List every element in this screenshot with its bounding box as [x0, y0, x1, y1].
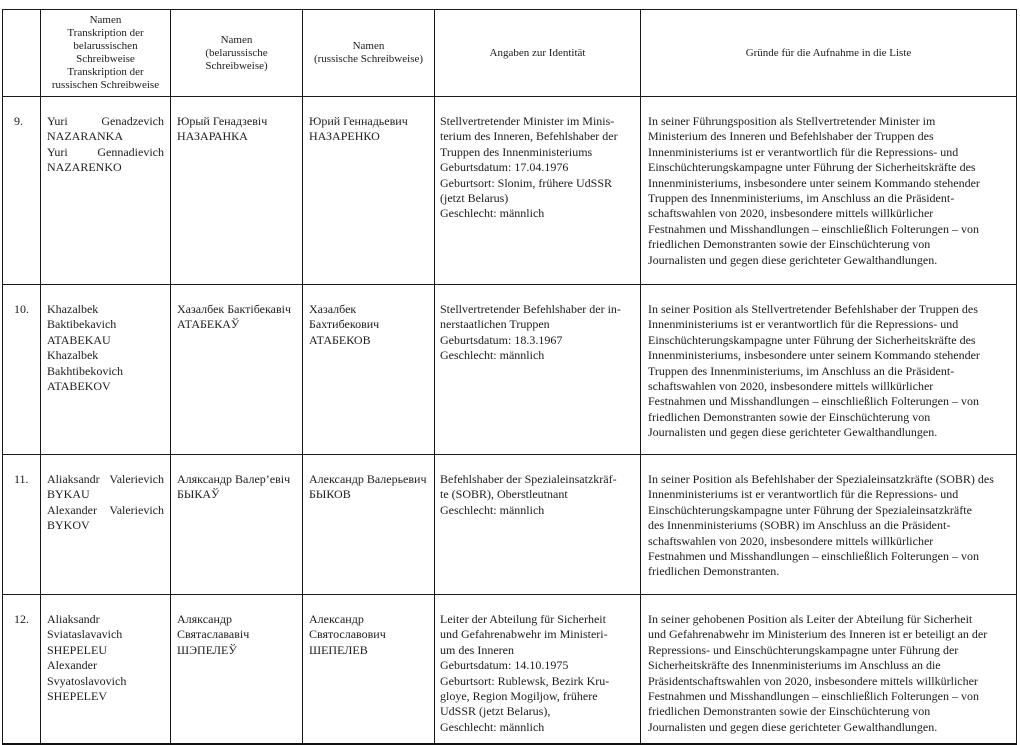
header-name-russian: Namen (russische Schreibweise)	[302, 9, 435, 97]
name-russian: Александр Святославович ШЕПЕЛЕВ	[302, 594, 435, 745]
listing-reasons: In seiner Führungsposition als Stellvert…	[640, 96, 1017, 285]
name-transliteration: Aliaksandr Valerievich BYKAU Alexander V…	[40, 454, 171, 595]
name-belarusian: Хазалбек Бактібекавіч АТАБЕКАЎ	[170, 284, 303, 455]
sanctions-list-table: Namen Transkription der belarussischen S…	[2, 9, 1017, 745]
table-row: 12. Aliaksandr Sviataslavavich SHEPELEU …	[2, 594, 1017, 745]
header-number	[2, 9, 41, 97]
name-transliteration: Khazalbek Baktibekavich ATABEKAU Khazalb…	[40, 284, 171, 455]
table-row: 11. Aliaksandr Valerievich BYKAU Alexand…	[2, 454, 1017, 595]
name-russian: Александр Валерьевич БЫКОВ	[302, 454, 435, 595]
name-transliteration: Yuri Genadzevich NAZARANKA Yuri Gennadie…	[40, 96, 171, 285]
header-name-belarusian: Namen (belarussische Schreibweise)	[170, 9, 303, 97]
table-row: 9. Yuri Genadzevich NAZARANKA Yuri Genna…	[2, 96, 1017, 285]
header-listing-reasons: Gründe für die Aufnahme in die Liste	[640, 9, 1017, 97]
listing-reasons: In seiner Position als Befehlshaber der …	[640, 454, 1017, 595]
entry-number: 9.	[2, 96, 41, 285]
header-name-transliteration: Namen Transkription der belarussischen S…	[40, 9, 171, 97]
name-belarusian: Аляксандр Валер’евіч БЫКАЎ	[170, 454, 303, 595]
name-belarusian: Аляксандр Святаслававіч ШЭПЕЛЕЎ	[170, 594, 303, 745]
table-row: 10. Khazalbek Baktibekavich ATABEKAU Kha…	[2, 284, 1017, 455]
name-russian: Юрий Геннадьевич НАЗАРЕНКО	[302, 96, 435, 285]
identity-info: Stellvertretender Minister im Minis- ter…	[434, 96, 641, 285]
table-header-row: Namen Transkription der belarussischen S…	[2, 9, 1017, 97]
name-russian: Хазалбек Бахтибекович АТАБЕКОВ	[302, 284, 435, 455]
name-transliteration: Aliaksandr Sviataslavavich SHEPELEU Alex…	[40, 594, 171, 745]
header-identity-info: Angaben zur Identität	[434, 9, 641, 97]
entry-number: 12.	[2, 594, 41, 745]
entry-number: 11.	[2, 454, 41, 595]
identity-info: Stellvertretender Befehlshaber der in- n…	[434, 284, 641, 455]
name-belarusian: Юрый Генадзевіч НАЗАРАНКА	[170, 96, 303, 285]
identity-info: Befehlshaber der Spezialeinsatzkräf- te …	[434, 454, 641, 595]
listing-reasons: In seiner gehobenen Position als Leiter …	[640, 594, 1017, 745]
entry-number: 10.	[2, 284, 41, 455]
listing-reasons: In seiner Position als Stellvertretender…	[640, 284, 1017, 455]
identity-info: Leiter der Abteilung für Sicherheit und …	[434, 594, 641, 745]
